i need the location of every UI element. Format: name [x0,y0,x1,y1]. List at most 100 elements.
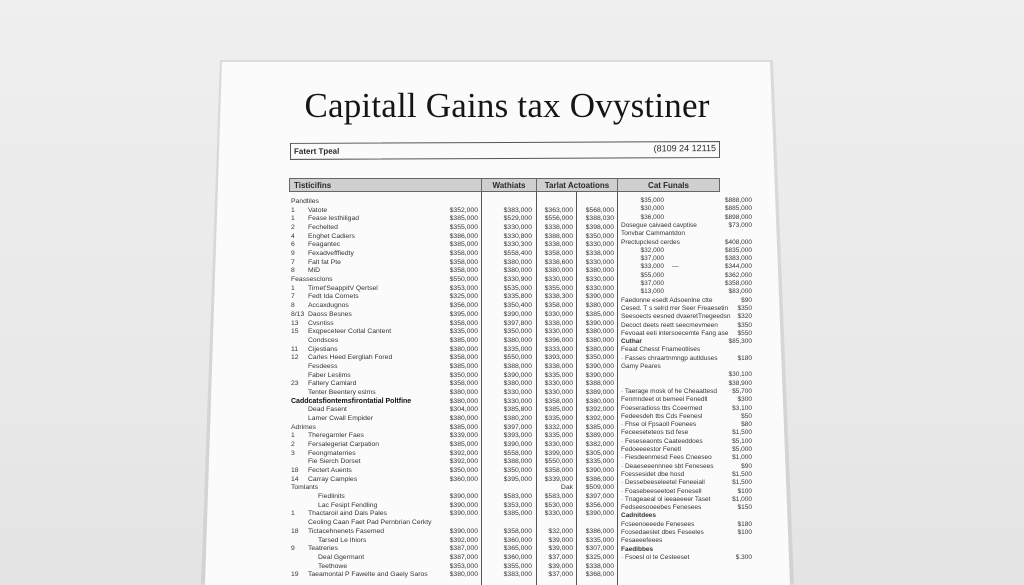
row-label: Fexadvefffiedty [308,250,354,258]
row-value: $395,000 [503,475,532,483]
table-row: Teethowe $353,000 $355,000 $39,000 $338,000 [0,562,1024,571]
summary-amount: $3,100 [732,404,752,412]
row-value: $390,000 [503,371,532,379]
row-value: $393,000 [503,432,532,440]
row-value: $390,000 [503,310,532,318]
row-value: $358,000 [449,267,478,275]
row-value: $550,000 [449,276,478,284]
summary-amount: $180 [737,354,752,362]
row-value: $358,000 [503,527,532,535]
row-value: $396,000 [544,336,573,344]
row-value: $39,000 [548,536,573,544]
row-value: $390,000 [585,319,614,327]
row-value: $358,000 [544,397,573,405]
row-value: $330,800 [503,232,532,240]
row-label: Faber Leslims [308,371,351,379]
row-label: Deal Ggermant [318,553,365,561]
row-value: $37,000 [548,553,573,561]
summary-amount: $835,000 [724,246,752,254]
row-value: $335,000 [544,432,573,440]
summary-amount: $73,000 [728,221,753,229]
row-value: $368,000 [585,571,614,579]
summary-amount: $.300 [735,553,752,561]
row-value: $39,000 [548,562,573,570]
row-value: $330,000 [544,441,573,449]
row-value: $335,000 [544,415,573,422]
row-value: $330,000 [544,276,573,284]
table-row: 6 Feagantec $385,000 $330,300 $338,000 $330,0… [0,240,1024,249]
row-value: $386,000 [585,527,614,535]
row-value: $380,000 [449,345,478,353]
summary-text: · Fhse ol Fpsaoll Foenees [621,421,697,429]
summary-value: $37,000 [640,255,665,263]
row-value: $330,000 [544,380,573,388]
row-value: $390,000 [585,467,614,475]
row-value: $380,000 [503,336,532,344]
arrow-icon: — [672,263,679,271]
row-value: $380,000 [503,380,532,388]
table-row: 18 Tictacehnenets Fasemed $390,000 $358,000… [0,527,1024,536]
summary-text: Fedseesooeebes Fenesees [621,504,702,512]
row-value: $305,000 [585,449,614,457]
row-value: $304,000 [449,406,478,414]
row-value: $350,000 [503,328,532,336]
row-value: $390,000 [449,501,478,509]
row-value: $358,000 [449,250,478,258]
row-value: $335,000 [585,458,614,466]
row-value: $397,000 [585,493,614,501]
row-value: $385,000 [449,215,478,223]
summary-amount: $90 [741,462,752,470]
row-value: $385,000 [449,423,478,431]
summary-amount: $1,500 [732,429,752,437]
row-value: $307,000 [585,545,614,553]
header-col-2: Wathiats [481,178,537,192]
row-value: $330,000 [544,328,573,336]
row-value: $352,000 [449,206,478,214]
row-label: Vatote [308,206,328,214]
summary-text: Fesaeeefeees [621,537,663,545]
table-row: 9 Teatreries $387,000 $365,000 $39,000 $307,0… [0,544,1024,553]
row-value: $393,000 [544,354,573,362]
summary-amount: $344,000 [724,263,752,271]
summary-text: Faedonne esedt Adsoenlne ctte [621,296,713,304]
table-row: Tarsed Le Ihiors $392,000 $360,000 $39,000 $… [0,536,1024,545]
row-label: Tenter Beentery eslms [308,388,376,396]
row-value: $390,000 [585,371,614,379]
row-label: Falt fat Pte [308,258,341,266]
row-label: Fiedlinits [318,493,345,501]
row-label: Accaxdugnos [308,302,349,310]
row-value: $583,000 [544,493,573,501]
row-value: $550,000 [503,354,532,362]
row-label: Cijestians [308,345,338,353]
row-number: 3 [291,449,295,457]
info-box: Fatert Tpeal (8109 24 12115 [289,141,721,160]
table-row: 2 Fechelted $355,000 $330,000 $338,000 $398,0… [0,223,1024,232]
table-row: Faber Leslims $350,000 $390,000 $335,000 $39… [0,371,1024,380]
table-row: 1 Vatote $352,000 $383,000 $363,000 $568,000 [0,206,1024,215]
row-label: Fechelted [308,224,338,232]
summary-value: $32,000 [640,246,665,254]
row-value: $390,000 [585,510,614,518]
summary-text: Fenmndeet ot bemeel Fenedll [621,396,708,404]
summary-amount: $358,000 [724,280,752,287]
row-value: $339,000 [544,475,573,483]
summary-value: $36,000 [640,213,665,221]
row-label: Fedt Ida Cornets [308,293,359,301]
row-label: Pandtiles [291,198,319,205]
row-value: $330,000 [503,397,532,405]
row-number: 15 [291,328,299,336]
row-number: 1 [291,510,295,518]
row-number: 1 [291,284,295,292]
table-row: 9 Fexadvefffiedty $358,000 $558,400 $358,000… [0,249,1024,258]
row-value: $385,000 [503,510,532,518]
summary-value: $30,000 [640,205,665,213]
row-label: Fesdeess [308,362,338,370]
row-value: $568,000 [585,206,614,214]
row-label: Exqpeceteer Cotlal Cantent [308,328,392,336]
table-row: 2 Fersalegeriat Carpation $385,000 $390,000… [0,440,1024,449]
summary-text: Feceeseteteos tsd fese [621,429,689,437]
row-label: Adrimes [291,423,316,431]
row-value: $387,000 [449,553,478,561]
row-value: $32,000 [548,527,573,535]
summary-text: · Foasebeeseetoet Fenesell [621,487,702,495]
